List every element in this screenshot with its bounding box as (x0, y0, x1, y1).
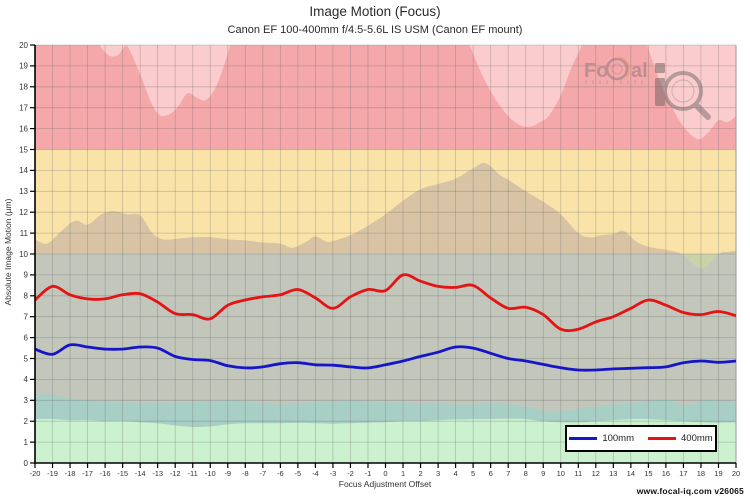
svg-text:20: 20 (19, 41, 28, 50)
svg-text:7: 7 (24, 313, 29, 322)
svg-text:-14: -14 (135, 469, 146, 478)
svg-text:-9: -9 (224, 469, 231, 478)
svg-text:6: 6 (489, 469, 493, 478)
svg-text:-13: -13 (152, 469, 163, 478)
svg-text:8: 8 (524, 469, 528, 478)
svg-text:11: 11 (20, 229, 29, 238)
legend-label-400mm: 400mm (681, 433, 713, 444)
svg-text:-2: -2 (347, 469, 354, 478)
svg-text:14: 14 (627, 469, 635, 478)
svg-text:2: 2 (418, 469, 422, 478)
svg-text:-16: -16 (100, 469, 111, 478)
svg-text:0: 0 (383, 469, 387, 478)
svg-text:-19: -19 (47, 469, 58, 478)
svg-text:13: 13 (609, 469, 617, 478)
svg-text:-11: -11 (188, 469, 198, 478)
svg-text:4: 4 (454, 469, 458, 478)
footer-watermark-text: www.focal-iq.com v26065 (636, 486, 744, 496)
svg-text:-10: -10 (205, 469, 216, 478)
svg-text:9: 9 (24, 271, 29, 280)
svg-text:7: 7 (506, 469, 510, 478)
svg-text:3: 3 (24, 396, 29, 405)
svg-text:10: 10 (19, 250, 28, 259)
svg-text:12: 12 (592, 469, 600, 478)
y-axis-label: Absolute Image Motion (µm) (3, 198, 13, 306)
svg-text:-6: -6 (277, 469, 284, 478)
svg-text:3: 3 (436, 469, 440, 478)
svg-text:18: 18 (19, 83, 28, 92)
svg-text:17: 17 (679, 469, 687, 478)
svg-text:10: 10 (557, 469, 565, 478)
svg-text:5: 5 (471, 469, 475, 478)
svg-text:al: al (631, 60, 648, 82)
svg-text:18: 18 (697, 469, 705, 478)
svg-text:9: 9 (541, 469, 545, 478)
svg-text:0: 0 (24, 459, 29, 468)
svg-text:8: 8 (24, 292, 29, 301)
legend-label-100mm: 100mm (602, 433, 634, 444)
svg-text:-1: -1 (365, 469, 372, 478)
svg-text:15: 15 (644, 469, 652, 478)
legend-item-100mm: 100mm (569, 433, 634, 444)
svg-text:-17: -17 (82, 469, 93, 478)
svg-text:-7: -7 (259, 469, 266, 478)
svg-text:-8: -8 (242, 469, 249, 478)
svg-text:Fo: Fo (584, 60, 608, 82)
svg-text:1: 1 (401, 469, 405, 478)
svg-text:11: 11 (574, 469, 582, 478)
svg-text:-3: -3 (330, 469, 337, 478)
chart-title: Image Motion (Focus) (309, 4, 441, 19)
svg-text:-15: -15 (117, 469, 128, 478)
svg-text:6: 6 (24, 333, 29, 342)
svg-text:15: 15 (19, 145, 28, 154)
legend-item-400mm: 400mm (648, 433, 713, 444)
svg-text:16: 16 (19, 124, 28, 133)
svg-text:-5: -5 (295, 469, 302, 478)
x-axis-label: Focus Adjustment Offset (338, 479, 432, 489)
svg-text:16: 16 (662, 469, 670, 478)
svg-text:20: 20 (732, 469, 740, 478)
chart-subtitle: Canon EF 100-400mm f/4.5-5.6L IS USM (Ca… (227, 24, 523, 36)
svg-text:5: 5 (24, 354, 29, 363)
svg-text:-4: -4 (312, 469, 319, 478)
svg-text:4: 4 (24, 375, 29, 384)
svg-text:-18: -18 (65, 469, 76, 478)
svg-text:2: 2 (24, 417, 29, 426)
svg-text:1: 1 (24, 438, 29, 447)
svg-text:-12: -12 (170, 469, 181, 478)
svg-text:19: 19 (19, 62, 28, 71)
svg-text:-20: -20 (30, 469, 41, 478)
svg-text:12: 12 (19, 208, 28, 217)
chart-legend: 100mm 400mm (565, 425, 717, 452)
legend-swatch-400mm-icon (648, 437, 676, 440)
svg-text:14: 14 (19, 166, 28, 175)
svg-text:19: 19 (714, 469, 722, 478)
legend-swatch-100mm-icon (569, 437, 598, 440)
svg-text:13: 13 (19, 187, 28, 196)
svg-text:17: 17 (19, 104, 28, 113)
